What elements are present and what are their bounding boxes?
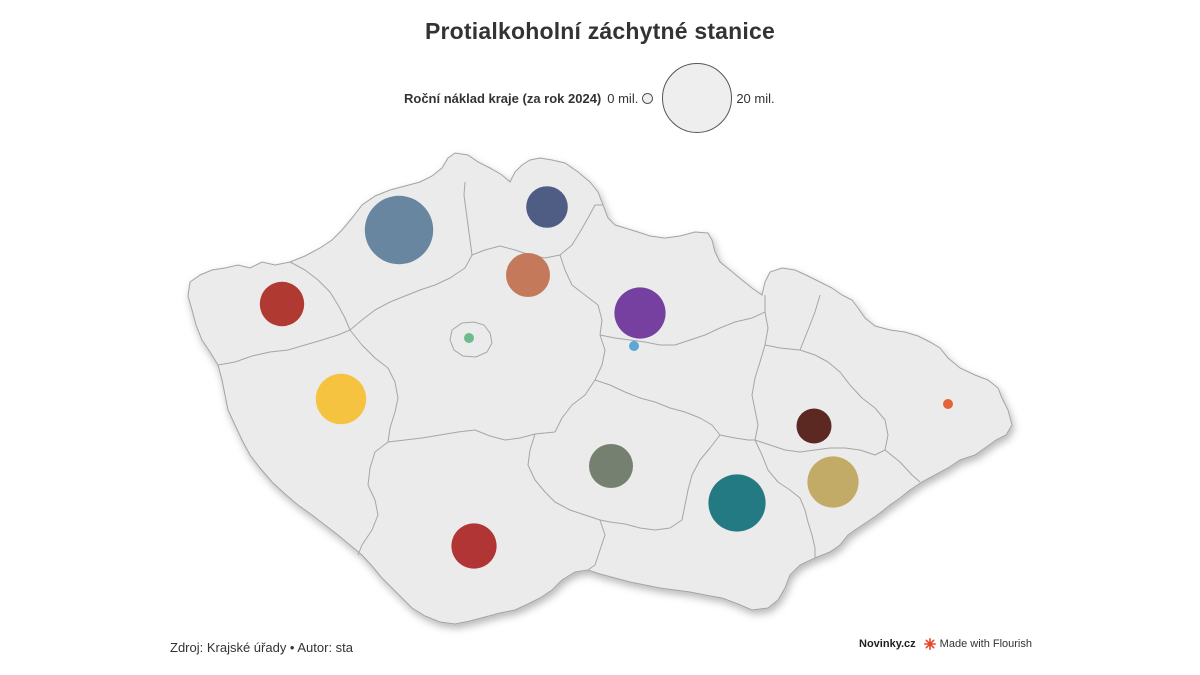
bubble-ustecky[interactable] — [364, 195, 434, 265]
size-legend: Roční náklad kraje (za rok 2024) 0 mil. … — [404, 62, 775, 134]
country-outline — [187, 152, 1013, 625]
bubble-praha[interactable] — [464, 333, 474, 343]
legend-max-circle — [662, 63, 733, 133]
bubble-jihomoravsky[interactable] — [708, 474, 766, 532]
region-borders — [217, 181, 921, 571]
bubble-plzensky[interactable] — [315, 373, 367, 425]
brand-logo[interactable]: Novinky.cz — [859, 638, 916, 650]
bubble-layer — [259, 186, 953, 569]
footer-source: Zdroj: Krajské úřady • Autor: sta — [170, 640, 354, 655]
bubble-zlinsky[interactable] — [807, 456, 859, 508]
legend-min-label: 0 mil. — [607, 90, 639, 106]
legend-max-label: 20 mil. — [736, 90, 775, 106]
bubble-moravskoslezsky[interactable] — [943, 399, 953, 409]
bubble-pardubicky[interactable] — [629, 341, 639, 351]
legend-label: Roční náklad kraje (za rok 2024) — [404, 90, 602, 106]
legend-min-circle — [642, 92, 654, 104]
bubble-stredocesky[interactable] — [506, 253, 550, 297]
footer-branding: Novinky.cz Made with Flourish — [859, 638, 1032, 650]
flourish-icon — [923, 638, 936, 650]
chart-title: Protialkoholní záchytné stanice — [424, 18, 775, 44]
made-with-flourish-link[interactable]: Made with Flourish — [939, 638, 1032, 650]
bubble-kralovehradecky[interactable] — [614, 287, 666, 339]
bubble-olomoucky[interactable] — [796, 408, 832, 444]
bubble-liberecky[interactable] — [526, 186, 568, 228]
bubble-jihocesky[interactable] — [451, 523, 497, 569]
bubble-karlovarsky[interactable] — [259, 281, 305, 327]
bubble-vysocina[interactable] — [589, 444, 633, 488]
